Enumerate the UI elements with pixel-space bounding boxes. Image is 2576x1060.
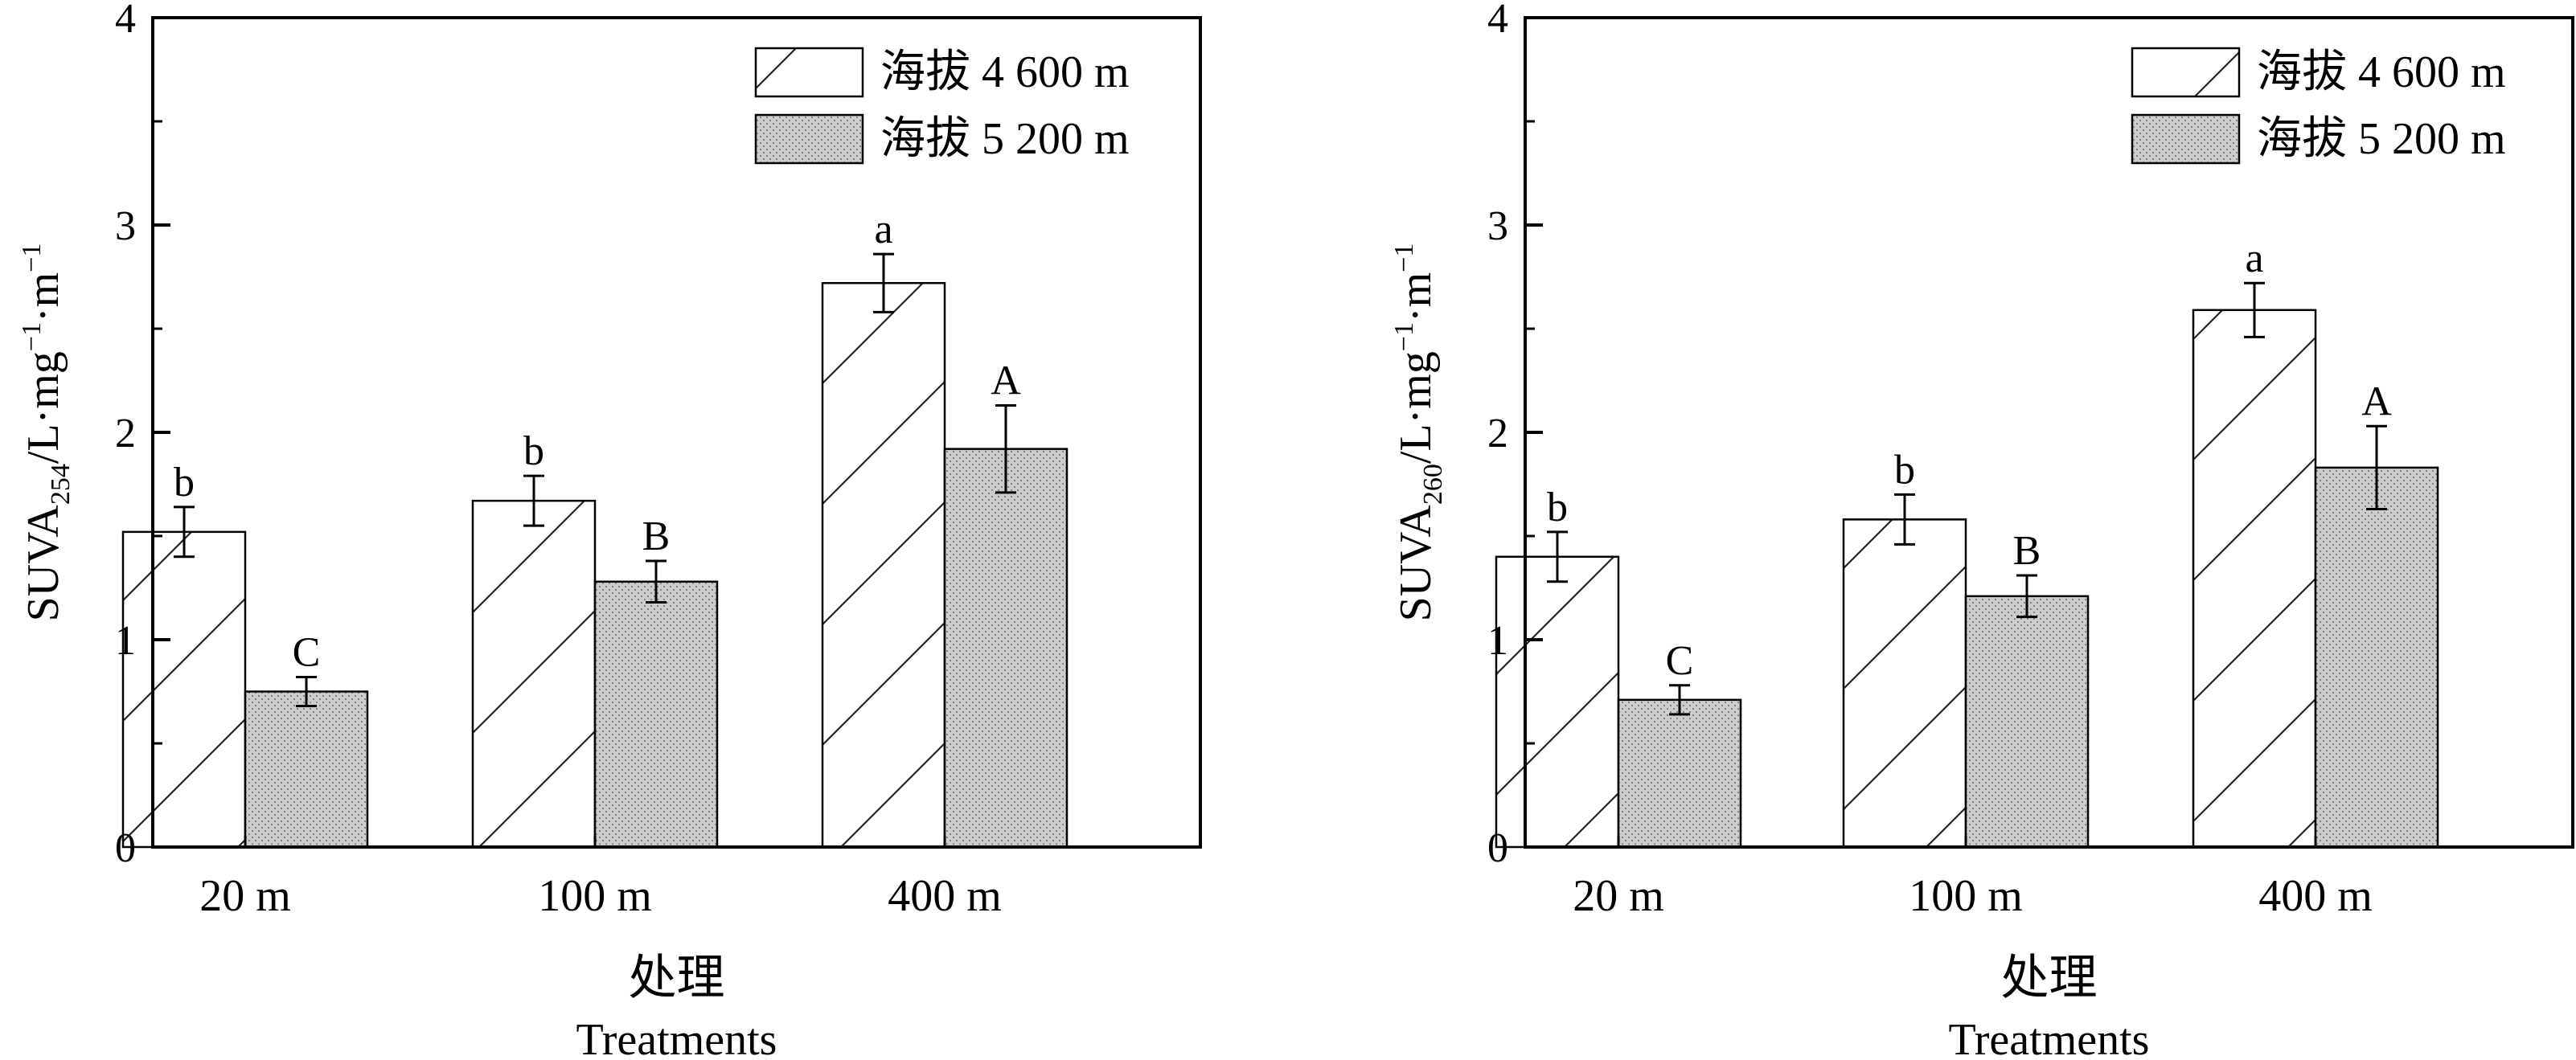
bar-alt4600-2 [2192,309,2317,849]
y-axis-label: SUVA260/L·mg−1·m−1 [1389,244,1448,622]
legend-swatch-1 [2131,47,2241,98]
x-tick-label: 400 m [2258,871,2373,921]
y-axis-label-sub: 254 [46,464,76,505]
bar-alt5200-1 [1964,595,2090,849]
y-axis-label-rest: /L·mg [18,351,68,464]
significance-letter: a [2245,235,2263,281]
significance-letter: B [2013,528,2041,574]
significance-letter: A [2361,379,2392,424]
significance-letter: b [174,460,195,505]
x-axis-label-en: Treatments [576,1015,777,1060]
legend-label-2: 海拔 5 200 m [2257,114,2506,164]
y-tick-label: 2 [1487,411,1508,456]
bar-alt5200-0 [244,690,369,849]
bar-alt4600-2 [821,281,946,849]
y-axis-label-sub: 260 [1418,464,1448,505]
significance-letter: b [1547,485,1568,530]
bar-alt5200-2 [2314,466,2439,849]
bar-alt4600-1 [471,499,597,849]
y-axis-label: SUVA254/L·mg−1·m−1 [17,244,76,622]
y-axis-label-mid: ·m [18,272,68,322]
bar-alt4600-0 [121,530,247,849]
legend-label-1: 海拔 4 600 m [2257,47,2506,97]
x-axis-label-cn: 处理 [629,952,725,1005]
significance-letter: C [293,629,321,675]
bar-alt5200-1 [593,580,719,849]
bar-alt4600-0 [1495,555,1620,849]
legend-swatch-2 [2131,113,2241,165]
significance-letter: A [991,358,1021,403]
chart-panel-2: b b a C B A 0 1 2 3 4 20 m 100 m 400 m 处理 Treatments SUV… [1389,0,2574,1060]
y-axis-label-sup2: −1 [17,244,47,272]
x-axis-label-cn: 处理 [2001,952,2098,1005]
legend-label-1: 海拔 4 600 m [880,47,1130,97]
y-axis-label-mid: ·m [1391,272,1441,322]
significance-letter: a [874,207,892,252]
y-tick-label: 0 [115,825,136,871]
y-tick-label: 3 [1487,203,1508,249]
chart-panel-1: b b a C B A 0 1 2 3 4 20 m 100 m 400 m 处理 Treatments SUV… [17,0,1202,1060]
y-axis-label-sup1: −1 [17,322,47,351]
x-tick-label: 100 m [1909,871,2023,921]
significance-letter: C [1666,638,1694,684]
y-tick-label: 4 [115,0,136,42]
y-tick-label: 3 [115,203,136,249]
x-tick-label: 20 m [1573,871,1664,921]
x-axis-label-en: Treatments [1949,1015,2150,1060]
legend-swatch-1 [754,47,864,98]
y-tick-label: 1 [115,618,136,664]
y-tick-label: 4 [1487,0,1508,42]
significance-letter: b [1894,447,1915,493]
y-tick-label: 1 [1487,618,1508,664]
y-tick-label: 0 [1487,825,1508,871]
y-axis-label-main: SUVA [1391,505,1441,622]
y-tick-label: 2 [115,411,136,456]
y-axis-label-sup1: −1 [1389,322,1419,351]
significance-letter: b [523,428,544,474]
x-tick-label: 20 m [199,871,291,921]
y-axis-label-sup2: −1 [1389,244,1419,272]
x-tick-label: 400 m [888,871,1002,921]
legend-swatch-2 [754,113,864,165]
y-axis-label-rest: /L·mg [1391,351,1441,464]
bar-alt4600-1 [1842,518,1967,849]
y-axis-label-main: SUVA [18,505,68,622]
x-tick-label: 100 m [538,871,652,921]
bar-alt5200-2 [943,448,1069,849]
significance-letter: B [642,514,671,559]
bar-alt5200-0 [1617,698,1742,849]
legend-label-2: 海拔 5 200 m [880,114,1130,164]
